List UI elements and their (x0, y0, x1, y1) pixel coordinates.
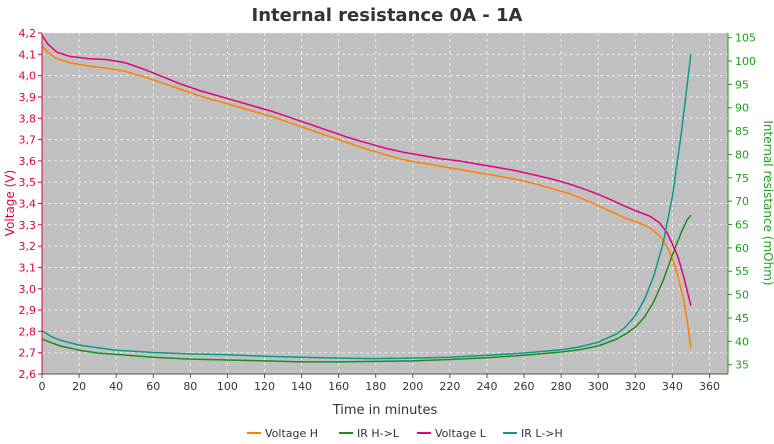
chart-title: Internal resistance 0A - 1A (252, 5, 523, 26)
x-tick-label: 300 (588, 380, 609, 393)
y2-tick-label: 105 (735, 32, 756, 45)
y-tick-label: 3,9 (19, 91, 37, 104)
y-tick-label: 3,7 (19, 134, 37, 147)
y-tick-label: 3,1 (19, 261, 37, 274)
y-tick-label: 3,4 (19, 198, 37, 211)
x-tick-label: 220 (439, 380, 460, 393)
y-tick-label: 3,3 (19, 219, 37, 232)
y-ticks-left: 2,6 2,7 2,8 2,9 3,0 3,1 3,2 3,3 3,4 3,5 3,6 3,7 3,8 3… (19, 27, 42, 381)
y-ticks-right: 35 40 45 50 55 60 65 70 75 80 85 90 95 100 105 (728, 32, 756, 372)
series-line-1 (41, 45, 692, 349)
y2-tick-label: 75 (735, 172, 749, 185)
y-tick-label: 2,8 (19, 325, 37, 338)
y-tick-label: 4,0 (19, 70, 37, 83)
legend-label: IR L->H (521, 427, 563, 440)
y2-tick-label: 85 (735, 125, 749, 138)
x-tick-label: 240 (476, 380, 497, 393)
y-tick-label: 3,5 (19, 176, 37, 189)
y2-tick-label: 50 (735, 289, 749, 302)
x-tick-label: 160 (328, 380, 349, 393)
x-tick-label: 60 (146, 380, 160, 393)
legend: Voltage H IR H->L Voltage L IR L->H (247, 427, 563, 440)
y2-tick-label: 65 (735, 219, 749, 232)
y2-axis-label: Internal resistance (mOhm) (761, 120, 774, 285)
y-axis-label: Voltage (V) (3, 170, 17, 236)
y2-tick-label: 100 (735, 55, 756, 68)
x-tick-label: 360 (699, 380, 720, 393)
legend-label: Voltage L (435, 427, 487, 440)
series-line-2 (41, 214, 692, 363)
y2-tick-label: 95 (735, 78, 749, 91)
x-tick-label: 320 (625, 380, 646, 393)
x-tick-label: 80 (183, 380, 197, 393)
x-tick-label: 260 (514, 380, 535, 393)
y-tick-label: 2,9 (19, 304, 37, 317)
x-tick-label: 20 (72, 380, 86, 393)
series-layer (41, 34, 692, 363)
x-tick-label: 180 (365, 380, 386, 393)
x-tick-label: 100 (217, 380, 238, 393)
y-tick-label: 3,6 (19, 155, 37, 168)
x-ticks: 0 20 40 60 80 100 120 140 160 180 200 220 240 260 280 3… (39, 374, 720, 393)
x-tick-label: 200 (402, 380, 423, 393)
y-tick-label: 4,2 (19, 27, 37, 40)
series-line-3 (41, 34, 692, 306)
y2-tick-label: 55 (735, 265, 749, 278)
y-tick-label: 2,7 (19, 347, 37, 360)
y2-tick-label: 60 (735, 242, 749, 255)
y2-tick-label: 90 (735, 102, 749, 115)
y2-tick-label: 35 (735, 359, 749, 372)
y2-tick-label: 80 (735, 148, 749, 161)
y2-tick-label: 40 (735, 335, 749, 348)
legend-label: Voltage H (265, 427, 318, 440)
x-tick-label: 0 (39, 380, 46, 393)
x-tick-label: 140 (291, 380, 312, 393)
y2-tick-label: 45 (735, 312, 749, 325)
y-tick-label: 3,0 (19, 283, 37, 296)
y-tick-label: 3,8 (19, 112, 37, 125)
y2-tick-label: 70 (735, 195, 749, 208)
y-tick-label: 4,1 (19, 48, 37, 61)
x-tick-label: 40 (109, 380, 123, 393)
x-tick-label: 340 (662, 380, 683, 393)
x-axis-label: Time in minutes (332, 403, 438, 418)
x-tick-label: 120 (254, 380, 275, 393)
series-line-4 (41, 53, 692, 360)
legend-label: IR H->L (357, 427, 400, 440)
y-tick-label: 2,6 (19, 368, 37, 381)
x-tick-label: 280 (551, 380, 572, 393)
y-tick-label: 3,2 (19, 240, 37, 253)
